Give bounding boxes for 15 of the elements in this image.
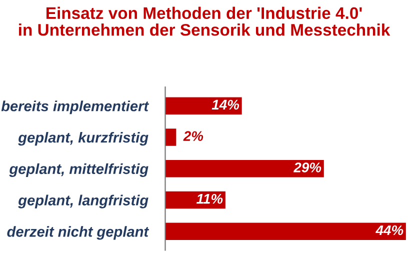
- data-label: 2%: [183, 131, 204, 141]
- bar: [165, 128, 176, 146]
- y-tick-label: bereits implementiert: [1, 100, 150, 114]
- bar: [165, 97, 242, 114]
- data-label: 29%: [293, 162, 322, 172]
- bar: [165, 222, 406, 240]
- bar: [165, 160, 324, 178]
- data-label: 11%: [196, 194, 223, 204]
- data-label: 14%: [212, 100, 240, 110]
- data-label: 44%: [376, 225, 404, 236]
- y-tick-label: geplant, mittelfristig: [9, 163, 148, 177]
- y-tick-label: geplant, kurzfristig: [18, 132, 148, 146]
- y-tick-label: geplant, langfristig: [18, 194, 148, 208]
- y-tick-label: derzeit nicht geplant: [7, 226, 150, 240]
- chart-title: Einsatz von Methoden der 'Industrie 4.0' in Unternehmen der Sensorik und Messtechnik: [19, 6, 390, 36]
